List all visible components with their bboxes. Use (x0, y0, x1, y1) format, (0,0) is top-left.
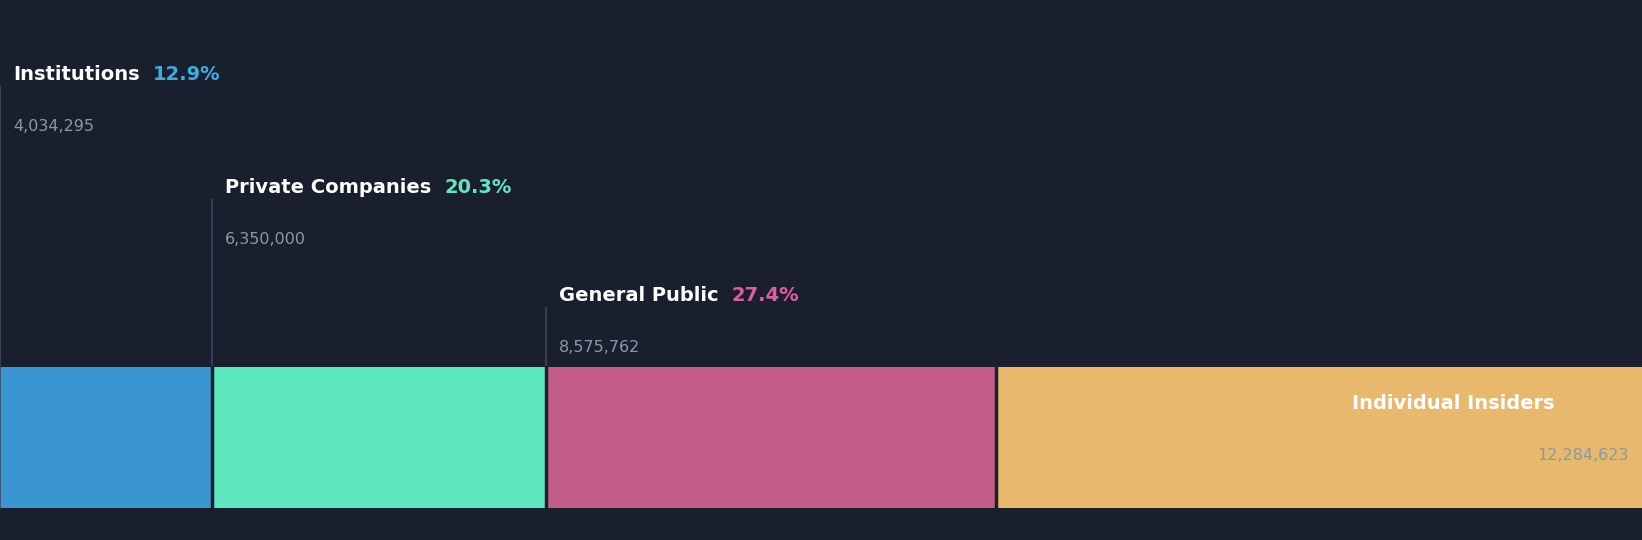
Text: Private Companies: Private Companies (225, 178, 432, 197)
Text: 8,575,762: 8,575,762 (558, 340, 640, 355)
Text: Individual Insiders: Individual Insiders (1353, 394, 1555, 413)
Bar (0, 367, 212, 508)
Bar (545, 367, 997, 508)
Text: 4,034,295: 4,034,295 (13, 119, 94, 134)
Bar (997, 367, 1642, 508)
Text: 6,350,000: 6,350,000 (225, 232, 305, 247)
Text: 27.4%: 27.4% (732, 286, 800, 305)
Text: 39.3%: 39.3% (1562, 394, 1629, 413)
Bar (212, 367, 545, 508)
Text: 12.9%: 12.9% (153, 65, 220, 84)
Text: 12,284,623: 12,284,623 (1537, 448, 1629, 463)
Text: 20.3%: 20.3% (445, 178, 512, 197)
Text: General Public: General Public (558, 286, 719, 305)
Text: Institutions: Institutions (13, 65, 140, 84)
